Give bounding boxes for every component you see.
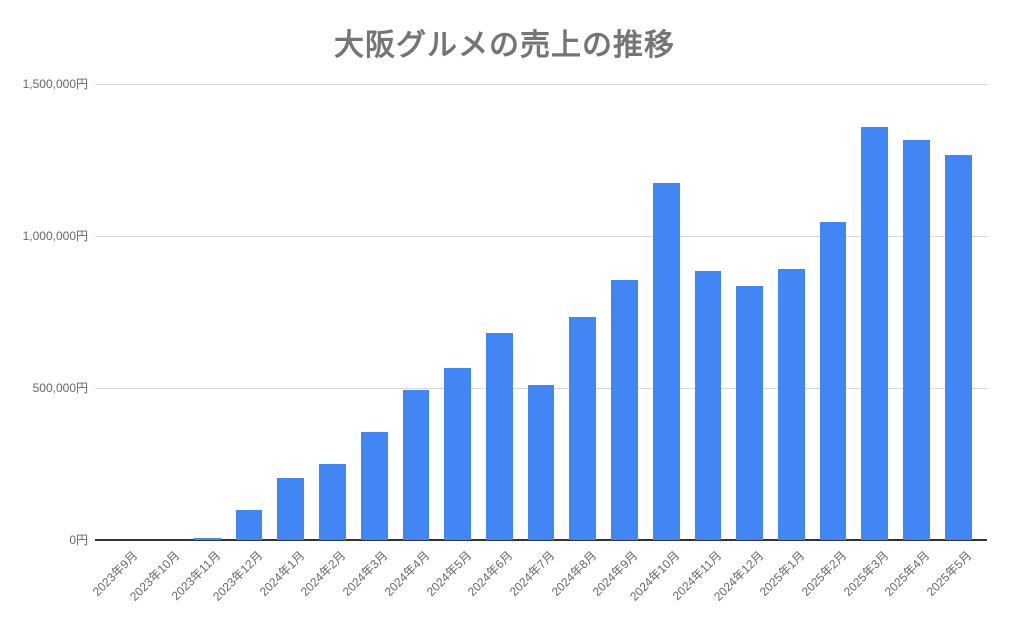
bar-slot [103, 84, 145, 540]
bar[interactable] [235, 509, 263, 540]
bar-slot [896, 84, 938, 540]
gridline [95, 236, 987, 237]
bar-slot [812, 84, 854, 540]
bar[interactable] [402, 389, 430, 540]
y-axis-tick-label: 500,000円 [32, 381, 88, 395]
bar[interactable] [193, 537, 221, 540]
bar-slot [604, 84, 646, 540]
bar-slot [478, 84, 520, 540]
bar[interactable] [444, 368, 471, 540]
bar-slot [729, 84, 771, 540]
bar-slot [645, 84, 687, 540]
gridline [95, 84, 987, 85]
bar-slot [353, 84, 395, 540]
bar-slot [312, 84, 354, 540]
x-axis: 2023年9月 2023年10月 2023年11月 2023年12月 2024年1月 20… [0, 547, 1009, 622]
y-axis-tick-label: 0円 [69, 533, 88, 547]
bar-slot [854, 84, 896, 540]
bar-slot [437, 84, 479, 540]
bar[interactable] [277, 477, 305, 540]
bar[interactable] [652, 182, 680, 540]
bar-slot [771, 84, 813, 540]
bar[interactable] [319, 464, 346, 540]
bar-slot [687, 84, 729, 540]
bar[interactable] [694, 270, 722, 540]
bar-slot [395, 84, 437, 540]
bar[interactable] [944, 155, 972, 540]
bar-slot [270, 84, 312, 540]
bar[interactable] [778, 269, 805, 540]
bar[interactable] [485, 333, 513, 540]
bar[interactable] [611, 280, 638, 540]
bar[interactable] [736, 286, 763, 540]
bar-slot [562, 84, 604, 540]
bar-slot [186, 84, 228, 540]
bar-slot [520, 84, 562, 540]
bar[interactable] [861, 126, 889, 540]
plot-area [95, 84, 987, 541]
bar-slot [228, 84, 270, 540]
bar[interactable] [903, 140, 930, 540]
y-axis-tick-label: 1,500,000円 [22, 77, 88, 91]
chart-title: 大阪グルメの売上の推移 [334, 29, 675, 62]
bar-slot [937, 84, 979, 540]
bar[interactable] [527, 384, 555, 540]
bar[interactable] [819, 222, 847, 540]
x-axis-baseline [95, 539, 987, 541]
bars-band [103, 84, 979, 540]
bar[interactable] [360, 432, 388, 540]
y-axis-tick-label: 1,000,000円 [22, 229, 88, 243]
bar[interactable] [569, 316, 597, 540]
bar-slot [145, 84, 187, 540]
